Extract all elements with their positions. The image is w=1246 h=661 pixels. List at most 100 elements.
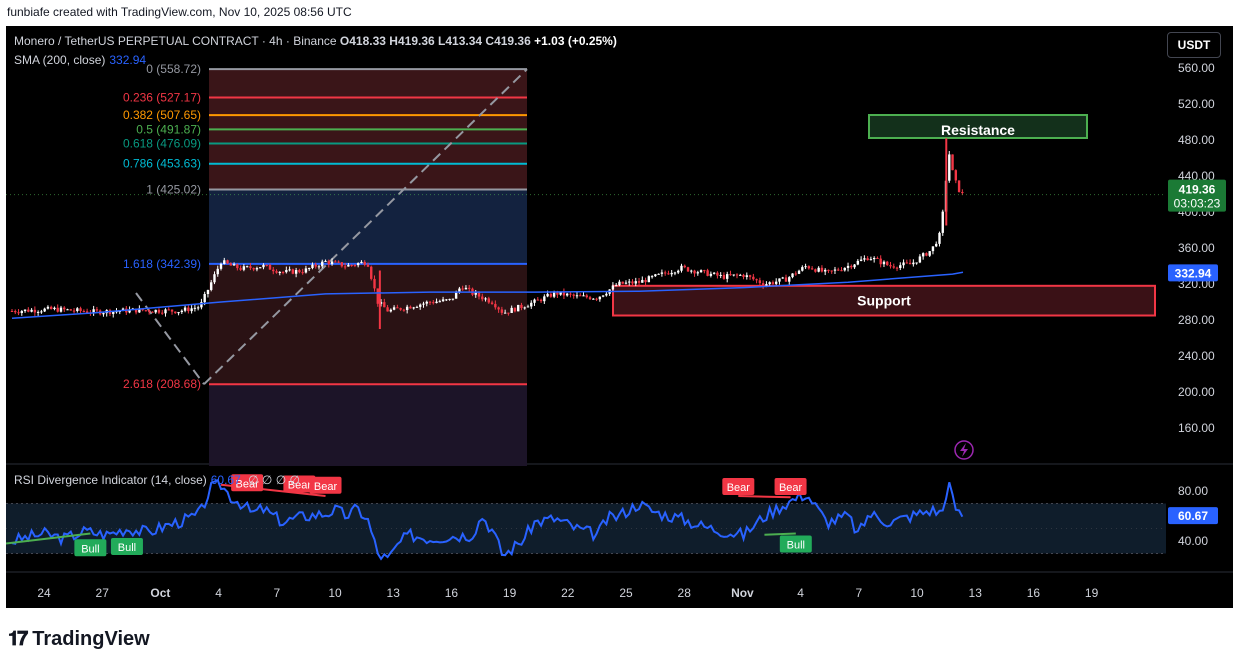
- candle-body: [174, 311, 177, 314]
- candle-body: [549, 293, 553, 297]
- candle-body: [520, 304, 523, 308]
- candle-body: [190, 308, 193, 312]
- candle-body: [895, 267, 899, 269]
- candle-body: [588, 297, 592, 300]
- x-tick-label: 4: [215, 586, 222, 600]
- candle-body: [516, 304, 520, 312]
- bull-signal-badge: [110, 538, 143, 555]
- candle-body: [670, 272, 673, 275]
- candle-body: [219, 263, 223, 269]
- last-price-value: 419.36: [1179, 183, 1216, 197]
- price-tick-label: 520.00: [1178, 97, 1215, 111]
- candle-body: [461, 288, 464, 290]
- candle-body: [575, 295, 579, 297]
- bull-signal-label: Bull: [81, 543, 99, 555]
- sma-badge-value: 332.94: [1175, 266, 1212, 280]
- candle-body: [82, 310, 86, 312]
- candle-body: [167, 309, 170, 311]
- candle-body: [317, 266, 321, 268]
- fib-label: 0.786 (453.63): [123, 157, 201, 171]
- candle-body: [216, 268, 219, 275]
- rsi-tick-label: 80.00: [1178, 484, 1208, 498]
- x-tick-label: 7: [855, 586, 862, 600]
- candle-body: [565, 293, 569, 296]
- x-tick-label: 13: [969, 586, 983, 600]
- candle-body: [356, 263, 360, 266]
- candle-body: [605, 293, 608, 296]
- candle-body: [187, 307, 190, 312]
- candle-body: [85, 311, 89, 313]
- symbol-header: Monero / TetherUS PERPETUAL CONTRACT · 4…: [14, 34, 617, 48]
- x-tick-label: 28: [678, 586, 692, 600]
- candle-body: [494, 303, 497, 308]
- x-tick-label: Oct: [150, 586, 170, 600]
- candle-body: [307, 268, 311, 270]
- candle-body: [43, 308, 46, 312]
- rsi-value: 60.67: [210, 473, 241, 487]
- candle-body: [742, 274, 745, 277]
- candle-body: [614, 285, 618, 287]
- fib-label: 0.5 (491.87): [136, 122, 201, 136]
- sma-label: SMA (200, close): [14, 53, 106, 67]
- currency-button[interactable]: USDT: [1167, 32, 1221, 58]
- candle-body: [30, 309, 33, 312]
- resistance-zone: [868, 114, 1088, 139]
- candle-body: [863, 258, 866, 260]
- candle-body: [272, 269, 275, 272]
- candle-body: [961, 191, 964, 193]
- candle-body: [412, 307, 415, 309]
- candle-body: [837, 269, 840, 271]
- candle-body: [46, 306, 50, 309]
- candle-body: [526, 306, 530, 308]
- candle-body: [510, 307, 513, 313]
- bear-signal-label: Bear: [314, 481, 338, 493]
- candle-body: [236, 264, 239, 269]
- candle-body: [579, 295, 582, 297]
- candle-body: [712, 272, 716, 274]
- candle-body: [804, 266, 807, 268]
- rsi-legend[interactable]: RSI Divergence Indicator (14, close) 60.6…: [14, 473, 300, 487]
- candle-body: [654, 274, 657, 277]
- candle-body: [592, 298, 595, 300]
- chart-svg[interactable]: 0 (558.72)0.236 (527.17)0.382 (507.65)0.…: [6, 26, 1233, 608]
- high-label: H: [389, 34, 398, 48]
- candle-body: [703, 270, 706, 272]
- sma-legend[interactable]: SMA (200, close) 332.94: [14, 53, 146, 67]
- candle-body: [314, 264, 317, 267]
- x-tick-label: Nov: [731, 586, 754, 600]
- price-tick-label: 240.00: [1178, 349, 1215, 363]
- candle-body: [144, 310, 148, 312]
- candle-body: [931, 246, 935, 252]
- fib-zone-lower: [209, 263, 527, 385]
- candle-body: [72, 310, 76, 312]
- candle-body: [134, 308, 138, 313]
- candle-body: [833, 269, 837, 271]
- candle-body: [556, 291, 559, 295]
- x-tick-label: 4: [797, 586, 804, 600]
- candle-body: [386, 307, 389, 312]
- bear-signal-badge: [309, 476, 342, 494]
- candle-body: [321, 261, 324, 267]
- candle-body: [801, 267, 804, 271]
- candle-body: [768, 282, 771, 285]
- candle-body: [252, 268, 255, 270]
- candle-body: [899, 265, 902, 268]
- candle-body: [291, 269, 295, 274]
- candle-body: [484, 298, 487, 300]
- candle-body: [850, 265, 853, 268]
- bear-signal-label: Bear: [236, 478, 260, 490]
- support-label: Support: [857, 293, 911, 309]
- candle-body: [686, 267, 690, 272]
- candle-body: [223, 260, 226, 264]
- candle-body: [112, 311, 115, 314]
- candle-body: [938, 232, 941, 244]
- candle-body: [396, 307, 399, 309]
- bear-signal-label: Bear: [727, 482, 751, 494]
- candle-body: [677, 270, 680, 273]
- chart-frame[interactable]: 0 (558.72) 0.236 (527.17) 0.382 (507.65) 0.…: [6, 26, 1233, 608]
- candle-body: [177, 312, 180, 314]
- candle-body: [739, 274, 742, 276]
- candle-body: [415, 306, 419, 308]
- candle-body: [500, 309, 504, 313]
- candle-body: [389, 309, 393, 312]
